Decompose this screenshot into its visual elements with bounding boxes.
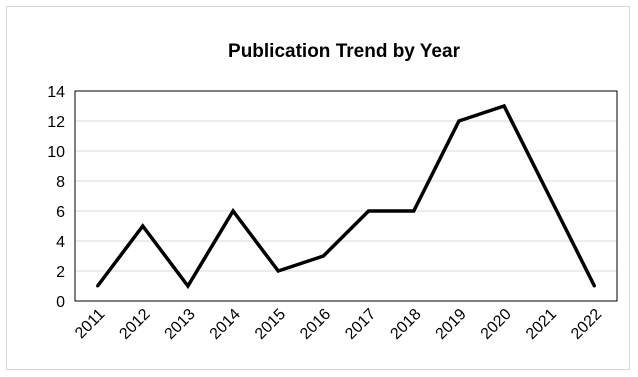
y-tick-label: 4 <box>56 234 65 251</box>
data-point <box>547 194 551 198</box>
data-point <box>457 119 461 123</box>
gridlines <box>75 120 617 272</box>
y-axis-ticks: 0 2 4 6 8 10 12 14 <box>47 84 65 311</box>
data-point <box>186 284 190 288</box>
data-point <box>367 209 371 213</box>
x-tick-label: 2011 <box>72 306 108 342</box>
y-tick-label: 12 <box>47 114 65 131</box>
x-tick-label: 2018 <box>387 306 424 343</box>
x-tick-label: 2015 <box>252 306 289 343</box>
x-tick-label: 2014 <box>207 306 244 343</box>
data-point <box>276 269 280 273</box>
data-point <box>502 104 506 108</box>
x-tick-label: 2021 <box>523 306 560 343</box>
y-tick-label: 10 <box>47 144 65 161</box>
x-tick-label: 2012 <box>116 306 153 343</box>
y-tick-label: 6 <box>56 204 65 221</box>
chart-title: Publication Trend by Year <box>228 41 461 62</box>
plot-area <box>74 90 618 302</box>
x-tick-label: 2020 <box>478 306 515 343</box>
x-tick-label: 2016 <box>297 306 334 343</box>
chart-frame <box>6 6 630 370</box>
data-point <box>231 209 235 213</box>
y-tick-label: 0 <box>56 294 65 311</box>
data-point <box>592 284 596 288</box>
x-tick-label: 2013 <box>162 306 199 343</box>
y-tick-label: 14 <box>47 84 65 101</box>
y-tick-label: 8 <box>56 174 65 191</box>
x-tick-label: 2019 <box>433 306 470 343</box>
data-point <box>141 224 145 228</box>
data-point <box>321 254 325 258</box>
data-point <box>96 284 100 288</box>
series-line <box>96 103 596 290</box>
y-tick-label: 2 <box>56 264 65 281</box>
x-tick-label: 2022 <box>568 306 605 343</box>
x-axis-ticks: 2011 2012 2013 2014 2015 2016 2017 2018 2019 2020… <box>72 306 605 343</box>
data-point <box>412 209 416 213</box>
x-tick-label: 2017 <box>342 306 379 343</box>
